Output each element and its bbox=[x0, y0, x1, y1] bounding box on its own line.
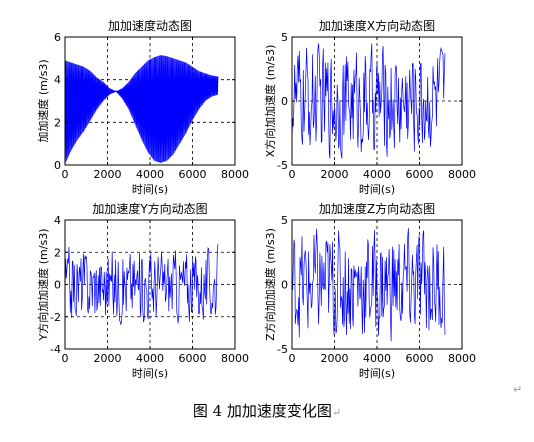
x-tick-label: 2000 bbox=[94, 168, 122, 181]
y-tick-label: 4 bbox=[54, 74, 61, 87]
series-line bbox=[64, 244, 219, 325]
y-tick-label: 0 bbox=[281, 95, 288, 108]
paragraph-mark-icon: ↵ bbox=[513, 383, 523, 396]
figure-caption-row: 图 4 加加速度变化图↵ bbox=[0, 400, 534, 421]
y-axis-label: X方向加加速度 (m/s3) bbox=[263, 45, 277, 158]
x-tick-label: 6000 bbox=[406, 168, 434, 181]
y-tick-label: 0 bbox=[281, 279, 288, 292]
panel-jerk-z: 0 2000 4000 6000 8000-505加加速度Z方向动态图时间(s)Z方向加… bbox=[263, 201, 476, 380]
series-line bbox=[291, 43, 446, 159]
y-tick-label: 2 bbox=[54, 246, 61, 259]
y-tick-label: 4 bbox=[54, 214, 61, 227]
y-tick-label: -5 bbox=[277, 159, 288, 172]
paragraph-mark-icon: ↵ bbox=[331, 406, 342, 419]
y-tick-label: 6 bbox=[54, 31, 61, 44]
x-tick-label: 6000 bbox=[179, 168, 207, 181]
x-tick-label: 8000 bbox=[448, 352, 476, 365]
x-tick-label: 8000 bbox=[448, 168, 476, 181]
chart-title: 加加速度Y方向动态图 bbox=[92, 201, 207, 216]
y-tick-label: -4 bbox=[50, 343, 61, 356]
x-tick-label: 2000 bbox=[321, 352, 349, 365]
x-tick-label: 6000 bbox=[406, 352, 434, 365]
chart-title: 加加速度X方向动态图 bbox=[319, 18, 435, 33]
x-tick-label: 4000 bbox=[363, 352, 391, 365]
panel-jerk-x: 0 2000 4000 6000 8000-505加加速度X方向动态图时间(s)X方向加… bbox=[263, 18, 476, 196]
x-tick-label: 2000 bbox=[94, 352, 122, 365]
x-tick-label: 0 bbox=[289, 352, 296, 365]
y-axis-label: Z方向加加速度 (m/s3) bbox=[263, 228, 277, 341]
x-tick-label: 0 bbox=[62, 352, 69, 365]
y-tick-label: 5 bbox=[281, 31, 288, 44]
x-tick-label: 2000 bbox=[321, 168, 349, 181]
x-tick-label: 0 bbox=[289, 168, 296, 181]
x-axis-label: 时间(s) bbox=[132, 183, 168, 196]
y-tick-label: -2 bbox=[50, 311, 61, 324]
x-tick-label: 8000 bbox=[221, 168, 249, 181]
x-tick-label: 4000 bbox=[363, 168, 391, 181]
y-tick-label: 0 bbox=[54, 279, 61, 292]
x-tick-label: 0 bbox=[62, 168, 69, 181]
x-tick-label: 4000 bbox=[136, 352, 164, 365]
x-tick-label: 4000 bbox=[136, 168, 164, 181]
chart-title: 加加速度Z方向动态图 bbox=[319, 201, 435, 216]
x-axis-label: 时间(s) bbox=[359, 367, 395, 380]
y-tick-label: 5 bbox=[281, 214, 288, 227]
chart-title: 加加速度动态图 bbox=[108, 18, 192, 33]
figure-caption: 图 4 加加速度变化图 bbox=[192, 402, 332, 420]
x-tick-label: 8000 bbox=[221, 352, 249, 365]
y-tick-label: -5 bbox=[277, 343, 288, 356]
y-tick-label: 0 bbox=[54, 159, 61, 172]
y-axis-label: 加加速度 (m/s3) bbox=[36, 59, 50, 142]
y-tick-label: 2 bbox=[54, 116, 61, 129]
series-line bbox=[291, 228, 446, 342]
x-axis-label: 时间(s) bbox=[359, 183, 395, 196]
series-line bbox=[64, 55, 219, 164]
x-tick-label: 6000 bbox=[179, 352, 207, 365]
x-axis-label: 时间(s) bbox=[132, 367, 168, 380]
y-axis-label: Y方向加加速度 (m/s3) bbox=[36, 229, 50, 342]
